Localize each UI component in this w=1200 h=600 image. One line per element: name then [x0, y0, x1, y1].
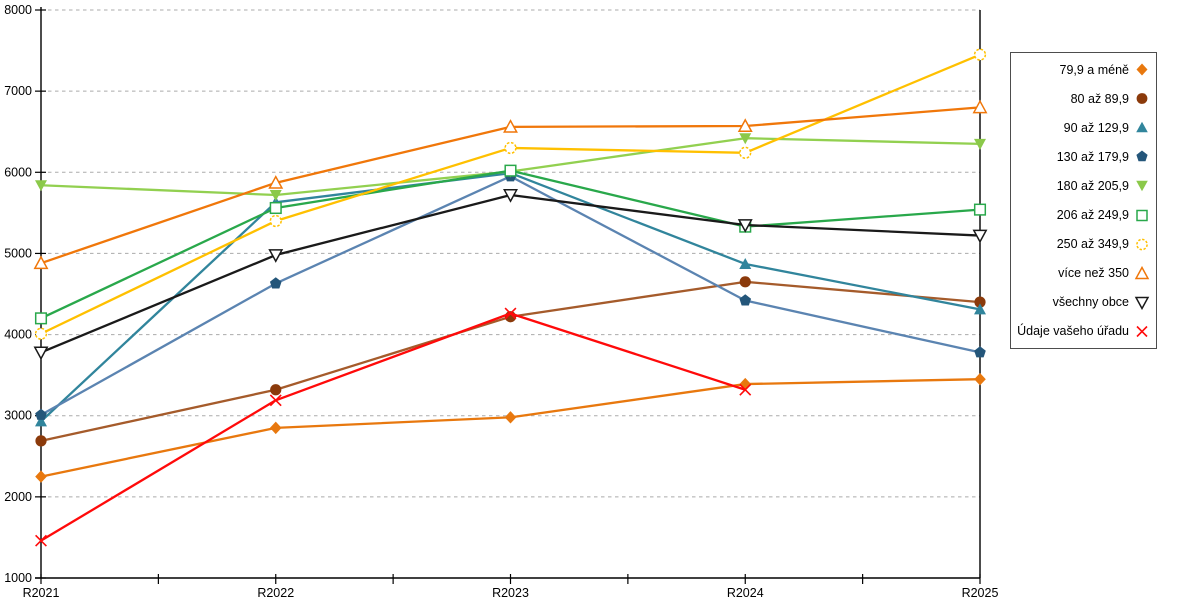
x-tick-label: R2024 [727, 586, 764, 600]
triangle-down-marker-icon [974, 138, 986, 150]
y-tick-label: 5000 [4, 246, 32, 260]
circle-icon [1136, 93, 1148, 105]
x-marker-icon [739, 383, 752, 396]
legend-item-1[interactable]: 80 až 89,9 [1015, 91, 1150, 106]
triangle-up-open-marker-icon [972, 99, 988, 114]
series-0 [35, 373, 986, 483]
triangle-down-open-marker-icon [268, 249, 284, 263]
legend-item-2[interactable]: 90 až 129,9 [1015, 120, 1150, 135]
circle-marker-icon [35, 435, 47, 447]
triangle-down-open-marker-icon [33, 346, 49, 361]
series-8 [33, 189, 988, 361]
diamond-marker-icon [974, 373, 986, 386]
circle-open-icon [1136, 238, 1148, 250]
legend-label: 90 až 129,9 [1063, 120, 1129, 135]
legend: 79,9 a méně 80 až 89,9 90 až 129,9 130 až 1… [1010, 52, 1157, 349]
triangle-down-open-marker-icon [503, 189, 518, 203]
series-line [40, 378, 981, 478]
legend-label: všechny obce [1052, 295, 1129, 310]
square-open-marker-icon [504, 164, 517, 177]
y-tick-label: 2000 [4, 490, 32, 504]
y-tick-label: 6000 [4, 165, 32, 179]
x-marker-icon [269, 394, 282, 407]
y-tick-label: 8000 [4, 3, 32, 17]
legend-label: 206 až 249,9 [1056, 208, 1129, 223]
legend-label: 80 až 89,9 [1070, 91, 1129, 106]
y-tick-label: 7000 [4, 84, 32, 98]
circle-open-marker-icon [34, 327, 48, 340]
pentagon-marker-icon [269, 277, 282, 289]
legend-item-7[interactable]: více než 350 [1015, 265, 1150, 281]
diamond-icon [1136, 63, 1148, 76]
legend-item-4[interactable]: 180 až 205,9 [1015, 178, 1150, 193]
series-line [40, 171, 981, 423]
square-open-marker-icon [269, 201, 282, 215]
series-line [40, 193, 981, 354]
legend-label: Údaje vašeho úřadu [1017, 324, 1129, 339]
triangle-up-open-marker-icon [503, 119, 518, 133]
x-marker-icon [35, 534, 47, 547]
legend-label: 180 až 205,9 [1056, 178, 1129, 193]
legend-item-9[interactable]: Údaje vašeho úřadu [1015, 324, 1150, 339]
circle-marker-icon [739, 276, 751, 288]
triangle-up-marker-icon [35, 415, 47, 427]
square-open-marker-icon [973, 203, 987, 216]
square-open-marker-icon [34, 312, 48, 325]
triangle-down-marker-icon [739, 133, 752, 145]
triangle-up-icon [1136, 121, 1148, 133]
circle-marker-icon [270, 384, 282, 396]
legend-item-3[interactable]: 130 až 179,9 [1015, 149, 1150, 164]
triangle-down-open-icon [1134, 296, 1150, 310]
series-9 [35, 307, 752, 547]
legend-label: 250 až 349,9 [1056, 237, 1129, 252]
legend-item-0[interactable]: 79,9 a méně [1015, 62, 1150, 77]
x-tick-label: R2022 [257, 586, 294, 600]
series-line [40, 175, 981, 416]
triangle-up-marker-icon [974, 303, 986, 315]
x-icon [1136, 325, 1148, 337]
series-7 [33, 99, 988, 270]
legend-label: více než 350 [1058, 266, 1129, 281]
triangle-up-open-icon [1134, 265, 1150, 279]
x-marker-icon [504, 307, 517, 320]
circle-open-marker-icon [269, 214, 282, 228]
pentagon-marker-icon [35, 408, 47, 420]
x-tick-label: R2021 [23, 586, 60, 600]
diamond-marker-icon [504, 411, 517, 424]
triangle-down-open-marker-icon [972, 229, 988, 244]
legend-label: 79,9 a méně [1059, 62, 1130, 77]
y-tick-label: 4000 [4, 328, 32, 342]
triangle-up-open-marker-icon [33, 255, 49, 270]
pentagon-marker-icon [739, 294, 752, 306]
triangle-down-marker-icon [35, 180, 47, 192]
x-tick-label: R2025 [962, 586, 999, 600]
circle-open-marker-icon [504, 141, 517, 155]
legend-label: 130 až 179,9 [1056, 149, 1129, 164]
triangle-down-open-marker-icon [737, 219, 753, 233]
square-open-icon [1136, 209, 1148, 221]
triangle-down-icon [1136, 181, 1148, 192]
triangle-up-marker-icon [739, 257, 752, 269]
y-tick-label: 3000 [4, 409, 32, 423]
diamond-marker-icon [269, 421, 282, 435]
legend-item-6[interactable]: 250 až 349,9 [1015, 237, 1150, 252]
series-line [40, 312, 746, 542]
triangle-up-open-marker-icon [268, 175, 284, 189]
legend-item-8[interactable]: všechny obce [1015, 295, 1150, 310]
pentagon-icon [1136, 150, 1148, 162]
triangle-up-open-marker-icon [737, 118, 753, 132]
triangle-down-marker-icon [269, 190, 282, 202]
circle-open-marker-icon [739, 146, 752, 159]
y-tick-label: 1000 [4, 571, 32, 585]
diamond-marker-icon [35, 470, 47, 483]
circle-marker-icon [974, 296, 986, 308]
pentagon-marker-icon [974, 346, 986, 358]
legend-item-5[interactable]: 206 až 249,9 [1015, 208, 1150, 223]
x-tick-label: R2023 [492, 586, 529, 600]
circle-open-marker-icon [973, 48, 987, 61]
